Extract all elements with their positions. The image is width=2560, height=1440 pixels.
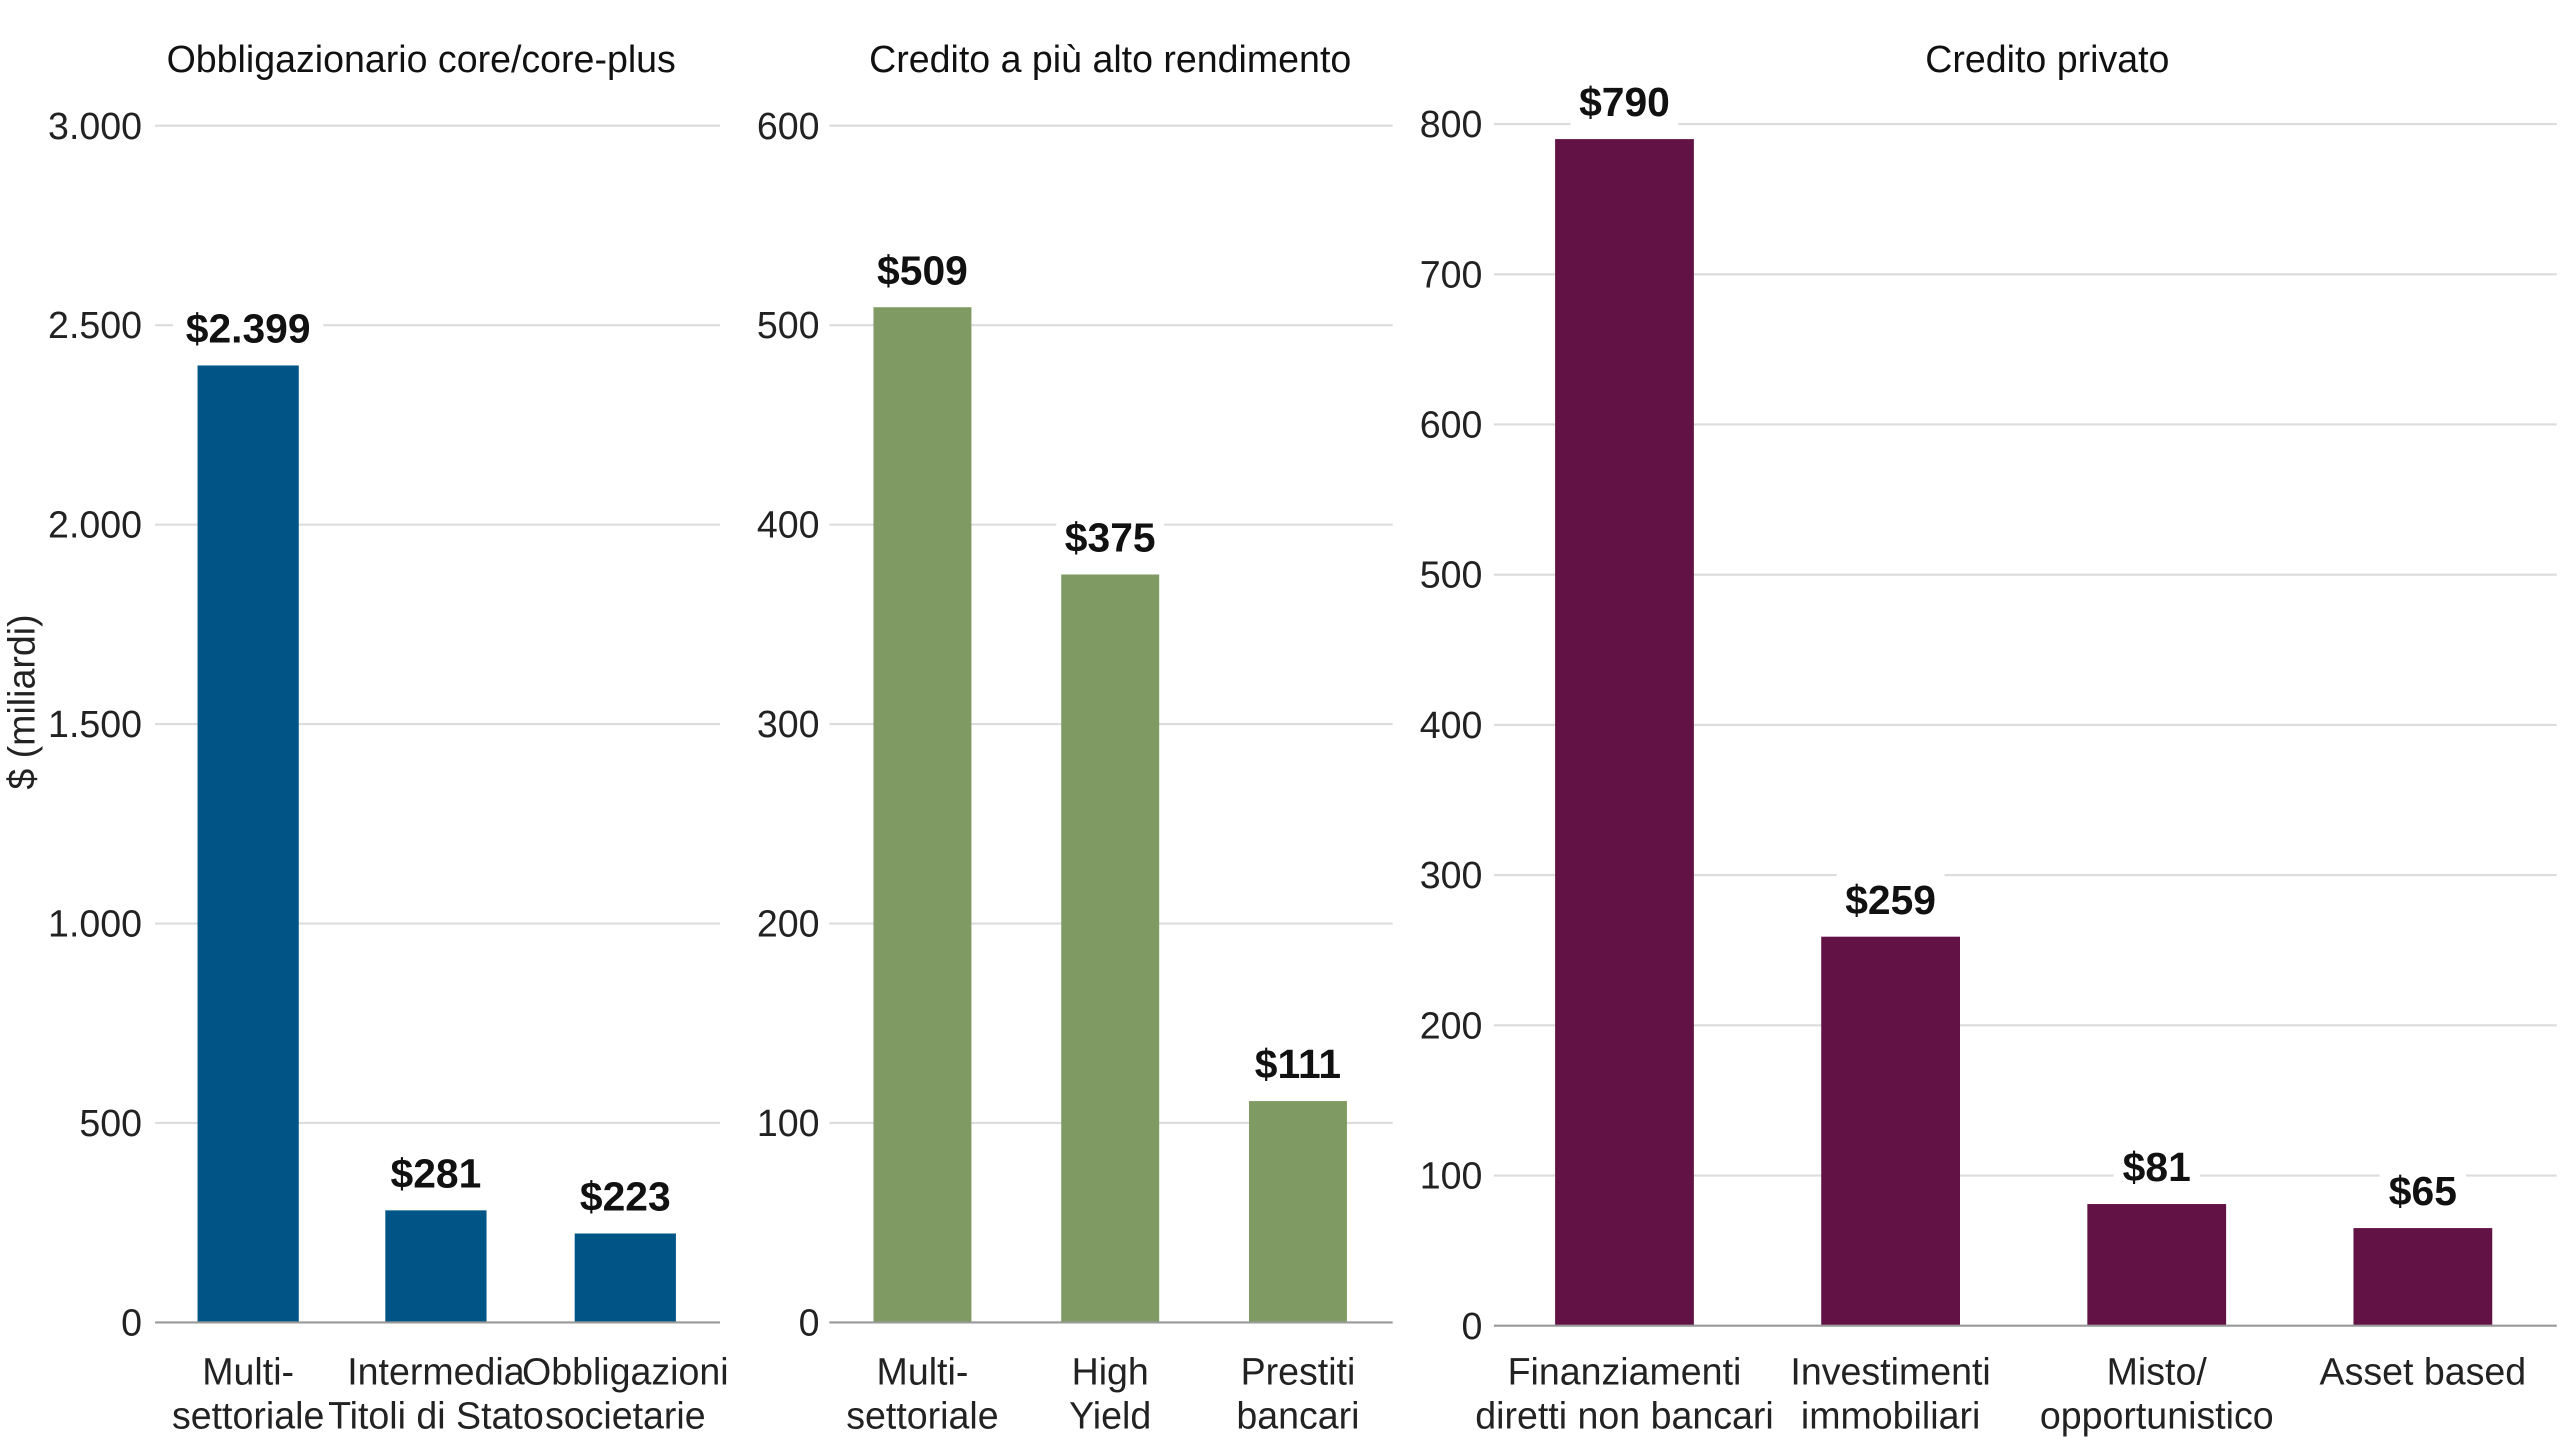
y-tick-label: 400 [1420,704,1483,746]
y-tick-label: 200 [757,903,820,945]
y-tick-label: 2.000 [48,504,142,546]
x-category-label: diretti non bancari [1475,1395,1773,1437]
y-tick-label: 800 [1420,103,1483,145]
value-label: $509 [877,247,968,293]
value-label: $111 [1255,1041,1341,1087]
bar [2353,1228,2493,1326]
x-category-label: Investimenti [1790,1350,1990,1392]
bar [574,1233,676,1323]
x-category-label: Titoli di Stato [328,1395,544,1437]
x-category-label: opportunistico [2040,1395,2274,1437]
value-label: $375 [1065,515,1156,561]
y-tick-label: 3.000 [48,105,142,147]
value-label-bg [1244,1035,1352,1092]
y-axis-title: $ (miliardi) [0,614,42,789]
y-tick-label: 600 [757,105,820,147]
x-category-label: settoriale [172,1395,324,1437]
y-tick-label: 500 [79,1102,142,1144]
y-tick-label: 500 [1420,554,1483,596]
x-category-label: Multi- [202,1350,294,1392]
panel-title: Credito privato [1925,38,2169,80]
y-tick-label: 600 [1420,404,1483,446]
y-tick-label: 1.000 [48,903,142,945]
x-category-label: bancari [1236,1395,1359,1437]
y-tick-label: 0 [1462,1305,1483,1347]
y-tick-label: 400 [757,504,820,546]
value-label: $259 [1845,877,1936,923]
bar [1821,936,1960,1326]
bar [1555,139,1694,1326]
x-category-label: Finanziamenti [1508,1350,1742,1392]
bar [197,365,299,1323]
value-label: $790 [1579,79,1670,125]
y-tick-label: 1.500 [48,703,142,745]
bar [1061,574,1160,1323]
bar [385,1210,487,1323]
x-category-label: Obbligazioni [522,1350,729,1392]
value-label-bg [173,300,324,356]
y-tick-label: 200 [1420,1004,1483,1046]
panel-title: Obbligazionario core/core-plus [167,38,676,80]
x-category-label: Intermedia [347,1350,525,1392]
value-label-bg [382,1145,490,1201]
y-tick-label: 300 [757,703,820,745]
x-category-label: immobiliari [1801,1395,1980,1437]
y-tick-label: 100 [1420,1155,1483,1197]
value-label-bg [571,1168,680,1224]
value-label: $81 [2123,1144,2191,1190]
x-category-label: settoriale [846,1395,998,1437]
value-label: $223 [580,1174,671,1220]
x-category-label: societarie [545,1395,706,1437]
value-label-bg [1056,509,1165,565]
value-label-bg [2379,1162,2467,1219]
bar [2087,1204,2227,1326]
y-tick-label: 0 [799,1302,820,1344]
x-category-label: High [1072,1350,1149,1392]
y-tick-label: 700 [1420,253,1483,295]
y-tick-label: 0 [121,1302,142,1344]
value-label: $65 [2389,1168,2457,1214]
y-tick-label: 300 [1420,854,1483,896]
value-label: $281 [391,1150,482,1196]
value-label-bg [868,241,977,298]
x-category-label: Multi- [877,1350,969,1392]
value-label: $2.399 [186,306,311,352]
y-tick-label: 500 [757,304,820,346]
bar [1248,1101,1347,1323]
x-category-label: Asset based [2320,1350,2527,1392]
x-category-label: Misto/ [2107,1350,2208,1392]
panel-title: Credito a più alto rendimento [869,38,1351,80]
value-label-bg [1836,871,1945,927]
bar [873,307,972,1323]
value-label-bg [2113,1138,2200,1195]
y-tick-label: 100 [757,1102,820,1144]
y-tick-label: 2.500 [48,304,142,346]
value-label-bg [1570,73,1679,130]
x-category-label: Prestiti [1241,1350,1356,1392]
x-category-label: Yield [1069,1395,1151,1437]
